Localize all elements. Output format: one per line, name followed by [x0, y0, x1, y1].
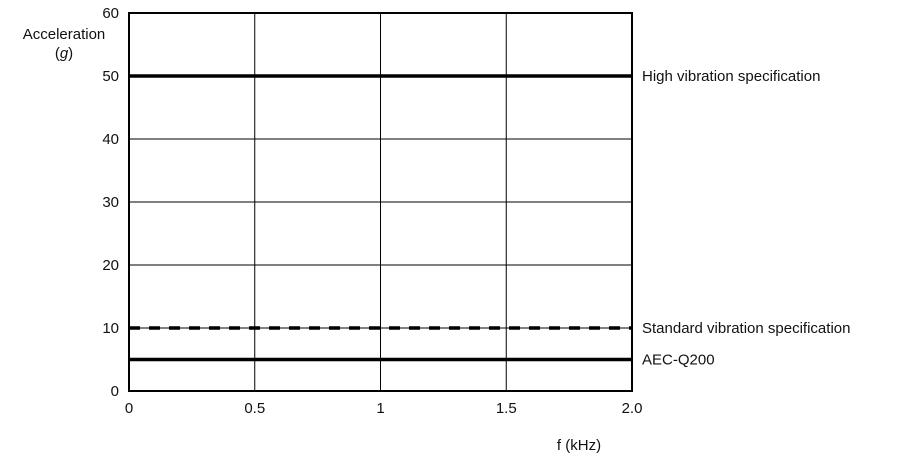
- x-tick-label: 1.5: [496, 400, 517, 417]
- y-tick-label: 60: [102, 5, 119, 22]
- y-axis-label: Acceleration: [23, 26, 106, 43]
- plot-frame: [128, 12, 633, 392]
- y-tick-label: 10: [102, 320, 119, 337]
- y-tick-label: 20: [102, 257, 119, 274]
- x-tick-label: 2.0: [622, 400, 643, 417]
- x-tick-label: 0: [125, 400, 133, 417]
- x-tick-label: 1: [376, 400, 384, 417]
- tick-labels: 0 0.5 1 1.5 2.0 0 10 20 30 40 50 60: [102, 5, 642, 417]
- x-tick-label: 0.5: [244, 400, 265, 417]
- series-label: AEC-Q200: [642, 352, 715, 369]
- y-tick-label: 40: [102, 131, 119, 148]
- y-tick-label: 0: [111, 383, 119, 400]
- y-tick-label: 50: [102, 68, 119, 85]
- y-axis-unit-symbol: g: [60, 45, 69, 62]
- series-labels: High vibration specification Standard vib…: [642, 68, 850, 369]
- y-axis-unit: (g): [55, 45, 73, 62]
- y-tick-label: 30: [102, 194, 119, 211]
- series-lines: [129, 74, 632, 362]
- series-label: High vibration specification: [642, 68, 820, 85]
- x-axis-label: f (kHz): [557, 437, 601, 454]
- grid: [129, 13, 632, 391]
- series-label: Standard vibration specification: [642, 320, 850, 337]
